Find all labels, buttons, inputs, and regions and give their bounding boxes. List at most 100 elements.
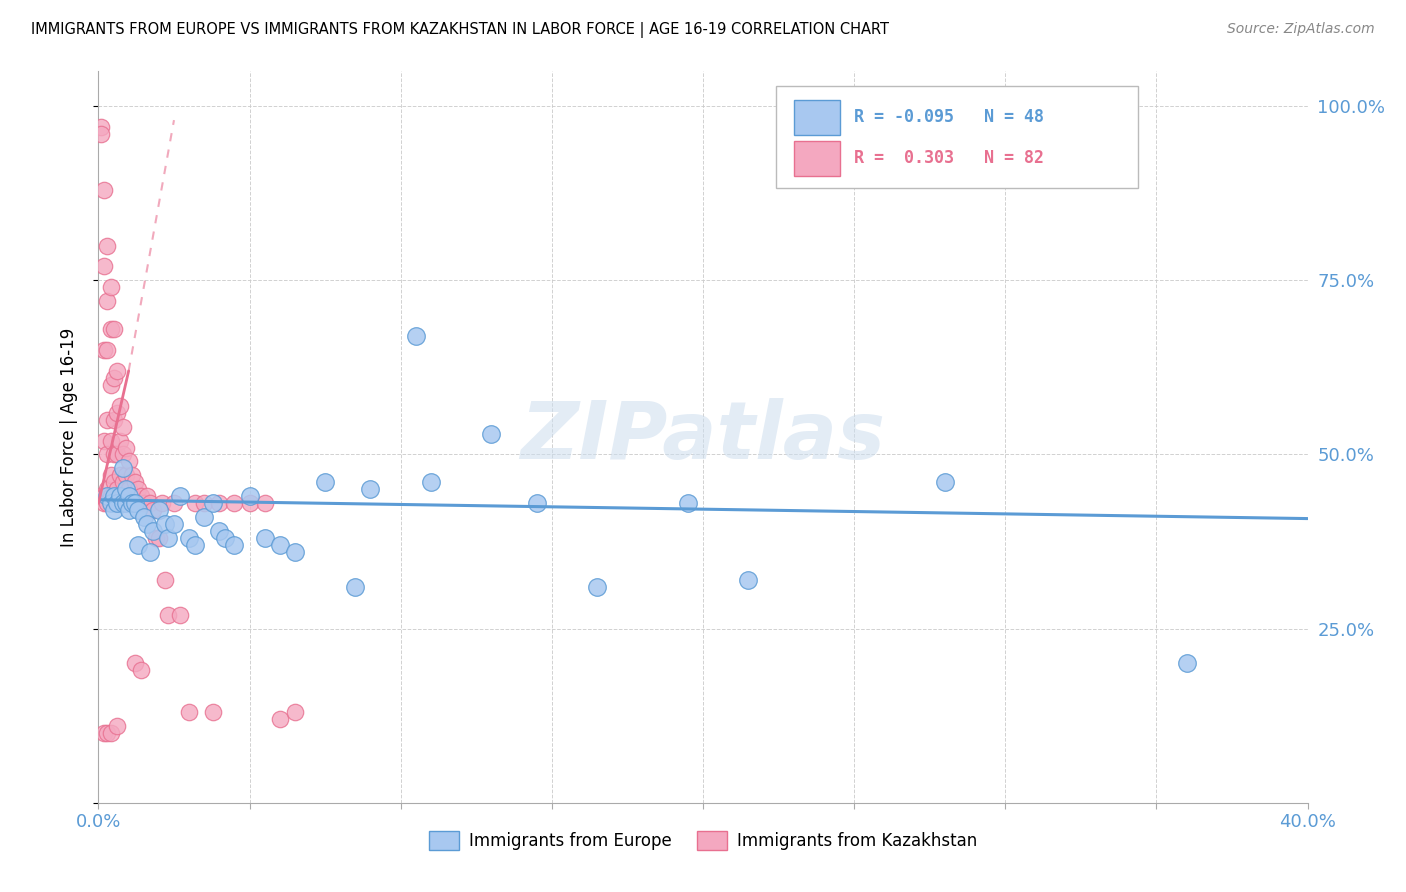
Point bbox=[124, 496, 146, 510]
Point bbox=[214, 531, 236, 545]
Point bbox=[586, 580, 609, 594]
Point bbox=[100, 280, 122, 294]
Point bbox=[239, 489, 262, 503]
Point bbox=[148, 503, 170, 517]
Point bbox=[184, 496, 207, 510]
Point bbox=[100, 377, 122, 392]
Point bbox=[103, 371, 125, 385]
Point bbox=[108, 496, 131, 510]
Point bbox=[179, 705, 201, 719]
Text: Source: ZipAtlas.com: Source: ZipAtlas.com bbox=[1227, 22, 1375, 37]
Point bbox=[93, 260, 115, 274]
Point bbox=[127, 538, 149, 552]
Point bbox=[121, 468, 143, 483]
Point bbox=[105, 406, 128, 420]
Point bbox=[111, 496, 134, 510]
Point bbox=[344, 580, 367, 594]
Point bbox=[93, 496, 115, 510]
Point bbox=[100, 468, 122, 483]
Point bbox=[934, 475, 956, 490]
Point bbox=[139, 496, 162, 510]
Point bbox=[96, 489, 118, 503]
Point bbox=[108, 434, 131, 448]
Point bbox=[360, 483, 382, 497]
Point bbox=[156, 531, 179, 545]
FancyBboxPatch shape bbox=[776, 86, 1139, 188]
Point bbox=[105, 496, 128, 510]
Y-axis label: In Labor Force | Age 16-19: In Labor Force | Age 16-19 bbox=[59, 327, 77, 547]
Point bbox=[93, 343, 115, 357]
Point bbox=[148, 531, 170, 545]
Text: R = -0.095   N = 48: R = -0.095 N = 48 bbox=[855, 109, 1045, 127]
Point bbox=[111, 496, 134, 510]
Point bbox=[193, 510, 215, 524]
Point bbox=[90, 120, 112, 134]
Point bbox=[224, 496, 246, 510]
Legend: Immigrants from Europe, Immigrants from Kazakhstan: Immigrants from Europe, Immigrants from … bbox=[422, 824, 984, 856]
Point bbox=[100, 726, 122, 740]
Point bbox=[93, 183, 115, 197]
Point bbox=[129, 664, 152, 678]
Point bbox=[96, 412, 118, 426]
Point bbox=[145, 531, 167, 545]
Point bbox=[156, 607, 179, 622]
Point bbox=[124, 657, 146, 671]
Point bbox=[111, 448, 134, 462]
Text: R =  0.303   N = 82: R = 0.303 N = 82 bbox=[855, 149, 1045, 168]
Point bbox=[111, 475, 134, 490]
Point bbox=[676, 496, 699, 510]
Point bbox=[103, 475, 125, 490]
Point bbox=[105, 719, 128, 733]
Point bbox=[284, 545, 307, 559]
Point bbox=[169, 489, 191, 503]
Point bbox=[114, 496, 136, 510]
Point bbox=[179, 531, 201, 545]
Point bbox=[114, 483, 136, 497]
Point bbox=[103, 489, 125, 503]
Point bbox=[90, 127, 112, 141]
Point bbox=[118, 496, 141, 510]
Point bbox=[96, 496, 118, 510]
Point bbox=[103, 489, 125, 503]
Point bbox=[121, 496, 143, 510]
Point bbox=[103, 503, 125, 517]
Point bbox=[100, 489, 122, 503]
Point bbox=[132, 510, 155, 524]
Point bbox=[142, 524, 165, 538]
Point bbox=[129, 489, 152, 503]
Point bbox=[163, 517, 186, 532]
Point bbox=[93, 489, 115, 503]
Point bbox=[93, 726, 115, 740]
Point bbox=[253, 531, 276, 545]
Point bbox=[93, 434, 115, 448]
Point bbox=[114, 496, 136, 510]
Point bbox=[1175, 657, 1198, 671]
Point bbox=[96, 448, 118, 462]
Point bbox=[103, 412, 125, 426]
Point bbox=[103, 496, 125, 510]
Point bbox=[153, 517, 176, 532]
Point bbox=[135, 517, 157, 532]
Point bbox=[105, 496, 128, 510]
Point bbox=[105, 483, 128, 497]
Point bbox=[105, 364, 128, 378]
Point bbox=[96, 294, 118, 309]
Point bbox=[127, 496, 149, 510]
Point bbox=[169, 607, 191, 622]
Point bbox=[100, 496, 122, 510]
Point bbox=[96, 238, 118, 252]
Point bbox=[135, 489, 157, 503]
Point bbox=[163, 496, 186, 510]
Point bbox=[108, 489, 131, 503]
Point bbox=[111, 419, 134, 434]
Point bbox=[208, 496, 231, 510]
Point bbox=[114, 441, 136, 455]
Point bbox=[132, 496, 155, 510]
Point bbox=[481, 426, 503, 441]
Point bbox=[118, 489, 141, 503]
Point bbox=[118, 503, 141, 517]
Point bbox=[127, 483, 149, 497]
FancyBboxPatch shape bbox=[793, 100, 839, 135]
Point bbox=[150, 496, 173, 510]
Point bbox=[108, 468, 131, 483]
